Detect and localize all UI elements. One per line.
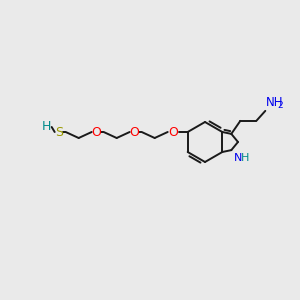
Text: H: H [42, 119, 51, 133]
Text: H: H [241, 153, 249, 163]
Text: 2: 2 [278, 101, 284, 110]
Text: O: O [92, 125, 102, 139]
Text: O: O [130, 125, 140, 139]
Text: O: O [169, 125, 178, 139]
Text: NH: NH [266, 96, 284, 109]
Text: N: N [234, 153, 243, 163]
Text: S: S [55, 125, 63, 139]
